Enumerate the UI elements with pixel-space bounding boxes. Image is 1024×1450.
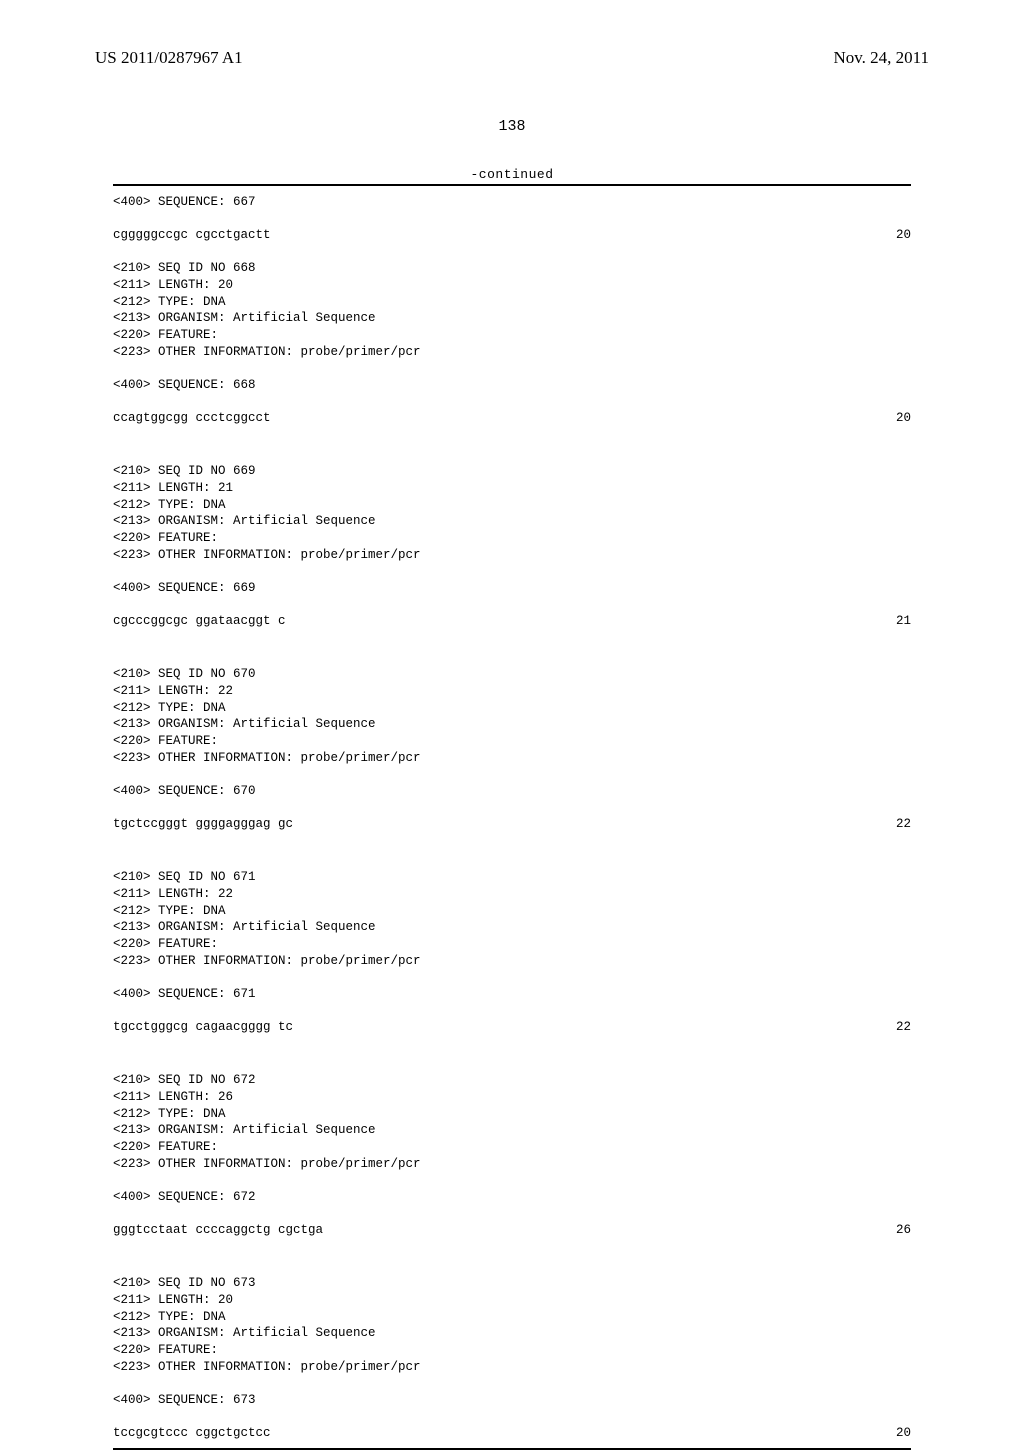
continued-header: -continued: [113, 167, 911, 186]
meta-line: <220> FEATURE:: [113, 1139, 911, 1156]
sequence-text: ccagtggcgg ccctcggcct: [113, 410, 271, 427]
sequence-text: tccgcgtccc cggctgctcc: [113, 1425, 271, 1442]
meta-line: <223> OTHER INFORMATION: probe/primer/pc…: [113, 953, 911, 970]
sequence-length: 22: [896, 816, 911, 833]
sequence-length: 22: [896, 1019, 911, 1036]
sequence-row: gggtcctaat ccccaggctg cgctga 26: [113, 1222, 911, 1239]
meta-line: <220> FEATURE:: [113, 936, 911, 953]
meta-line: <210> SEQ ID NO 673: [113, 1275, 911, 1292]
sequence-entry: <210> SEQ ID NO 669 <211> LENGTH: 21 <21…: [113, 447, 911, 630]
sequence-row: cgcccggcgc ggataacggt c 21: [113, 613, 911, 630]
meta-line: <213> ORGANISM: Artificial Sequence: [113, 310, 911, 327]
sequence-row: ccagtggcgg ccctcggcct 20: [113, 410, 911, 427]
meta-line: <220> FEATURE:: [113, 1342, 911, 1359]
meta-line: <213> ORGANISM: Artificial Sequence: [113, 716, 911, 733]
page-header: US 2011/0287967 A1 Nov. 24, 2011: [95, 48, 929, 68]
publication-date: Nov. 24, 2011: [833, 48, 929, 68]
sequence-length: 20: [896, 1425, 911, 1442]
sequence-tag: <400> SEQUENCE: 667: [113, 194, 911, 211]
meta-line: <220> FEATURE:: [113, 327, 911, 344]
sequence-text: tgctccgggt ggggagggag gc: [113, 816, 293, 833]
sequence-entry: <210> SEQ ID NO 672 <211> LENGTH: 26 <21…: [113, 1056, 911, 1239]
meta-line: <212> TYPE: DNA: [113, 497, 911, 514]
meta-line: <223> OTHER INFORMATION: probe/primer/pc…: [113, 344, 911, 361]
sequence-tag: <400> SEQUENCE: 668: [113, 377, 911, 394]
meta-line: <223> OTHER INFORMATION: probe/primer/pc…: [113, 750, 911, 767]
meta-line: <223> OTHER INFORMATION: probe/primer/pc…: [113, 1359, 911, 1376]
sequence-text: cgcccggcgc ggataacggt c: [113, 613, 286, 630]
meta-line: <211> LENGTH: 26: [113, 1089, 911, 1106]
meta-line: <212> TYPE: DNA: [113, 903, 911, 920]
sequence-entry: <210> SEQ ID NO 671 <211> LENGTH: 22 <21…: [113, 853, 911, 1036]
sequence-tag: <400> SEQUENCE: 673: [113, 1392, 911, 1409]
sequence-text: tgcctgggcg cagaacgggg tc: [113, 1019, 293, 1036]
sequence-entry: <210> SEQ ID NO 673 <211> LENGTH: 20 <21…: [113, 1259, 911, 1442]
page: US 2011/0287967 A1 Nov. 24, 2011 138 -co…: [0, 0, 1024, 1320]
sequence-text: gggtcctaat ccccaggctg cgctga: [113, 1222, 323, 1239]
meta-line: <212> TYPE: DNA: [113, 1106, 911, 1123]
sequence-listing: <400> SEQUENCE: 667 cgggggccgc cgcctgact…: [113, 186, 911, 1442]
sequence-row: cgggggccgc cgcctgactt 20: [113, 227, 911, 244]
sequence-length: 21: [896, 613, 911, 630]
meta-line: <210> SEQ ID NO 670: [113, 666, 911, 683]
meta-line: <213> ORGANISM: Artificial Sequence: [113, 1122, 911, 1139]
meta-line: <223> OTHER INFORMATION: probe/primer/pc…: [113, 547, 911, 564]
sequence-length: 20: [896, 410, 911, 427]
meta-line: <220> FEATURE:: [113, 530, 911, 547]
meta-line: <211> LENGTH: 22: [113, 683, 911, 700]
sequence-length: 26: [896, 1222, 911, 1239]
meta-line: <210> SEQ ID NO 671: [113, 869, 911, 886]
sequence-entry: <400> SEQUENCE: 667 cgggggccgc cgcctgact…: [113, 194, 911, 427]
meta-line: <212> TYPE: DNA: [113, 1309, 911, 1326]
meta-line: <210> SEQ ID NO 672: [113, 1072, 911, 1089]
meta-line: <213> ORGANISM: Artificial Sequence: [113, 919, 911, 936]
sequence-row: tccgcgtccc cggctgctcc 20: [113, 1425, 911, 1442]
sequence-length: 20: [896, 227, 911, 244]
meta-line: <210> SEQ ID NO 668: [113, 260, 911, 277]
top-rule: [113, 184, 911, 186]
meta-line: <211> LENGTH: 22: [113, 886, 911, 903]
meta-line: <212> TYPE: DNA: [113, 294, 911, 311]
continued-label: -continued: [113, 167, 911, 182]
meta-line: <211> LENGTH: 20: [113, 277, 911, 294]
meta-line: <220> FEATURE:: [113, 733, 911, 750]
meta-line: <223> OTHER INFORMATION: probe/primer/pc…: [113, 1156, 911, 1173]
sequence-row: tgctccgggt ggggagggag gc 22: [113, 816, 911, 833]
meta-line: <213> ORGANISM: Artificial Sequence: [113, 513, 911, 530]
sequence-entry: <210> SEQ ID NO 670 <211> LENGTH: 22 <21…: [113, 650, 911, 833]
meta-line: <211> LENGTH: 20: [113, 1292, 911, 1309]
meta-line: <211> LENGTH: 21: [113, 480, 911, 497]
sequence-tag: <400> SEQUENCE: 669: [113, 580, 911, 597]
bottom-rule: [113, 1448, 911, 1450]
meta-line: <210> SEQ ID NO 669: [113, 463, 911, 480]
page-number: 138: [95, 118, 929, 135]
sequence-row: tgcctgggcg cagaacgggg tc 22: [113, 1019, 911, 1036]
sequence-tag: <400> SEQUENCE: 670: [113, 783, 911, 800]
meta-line: <213> ORGANISM: Artificial Sequence: [113, 1325, 911, 1342]
sequence-text: cgggggccgc cgcctgactt: [113, 227, 271, 244]
publication-number: US 2011/0287967 A1: [95, 48, 243, 68]
meta-line: <212> TYPE: DNA: [113, 700, 911, 717]
sequence-tag: <400> SEQUENCE: 672: [113, 1189, 911, 1206]
sequence-tag: <400> SEQUENCE: 671: [113, 986, 911, 1003]
